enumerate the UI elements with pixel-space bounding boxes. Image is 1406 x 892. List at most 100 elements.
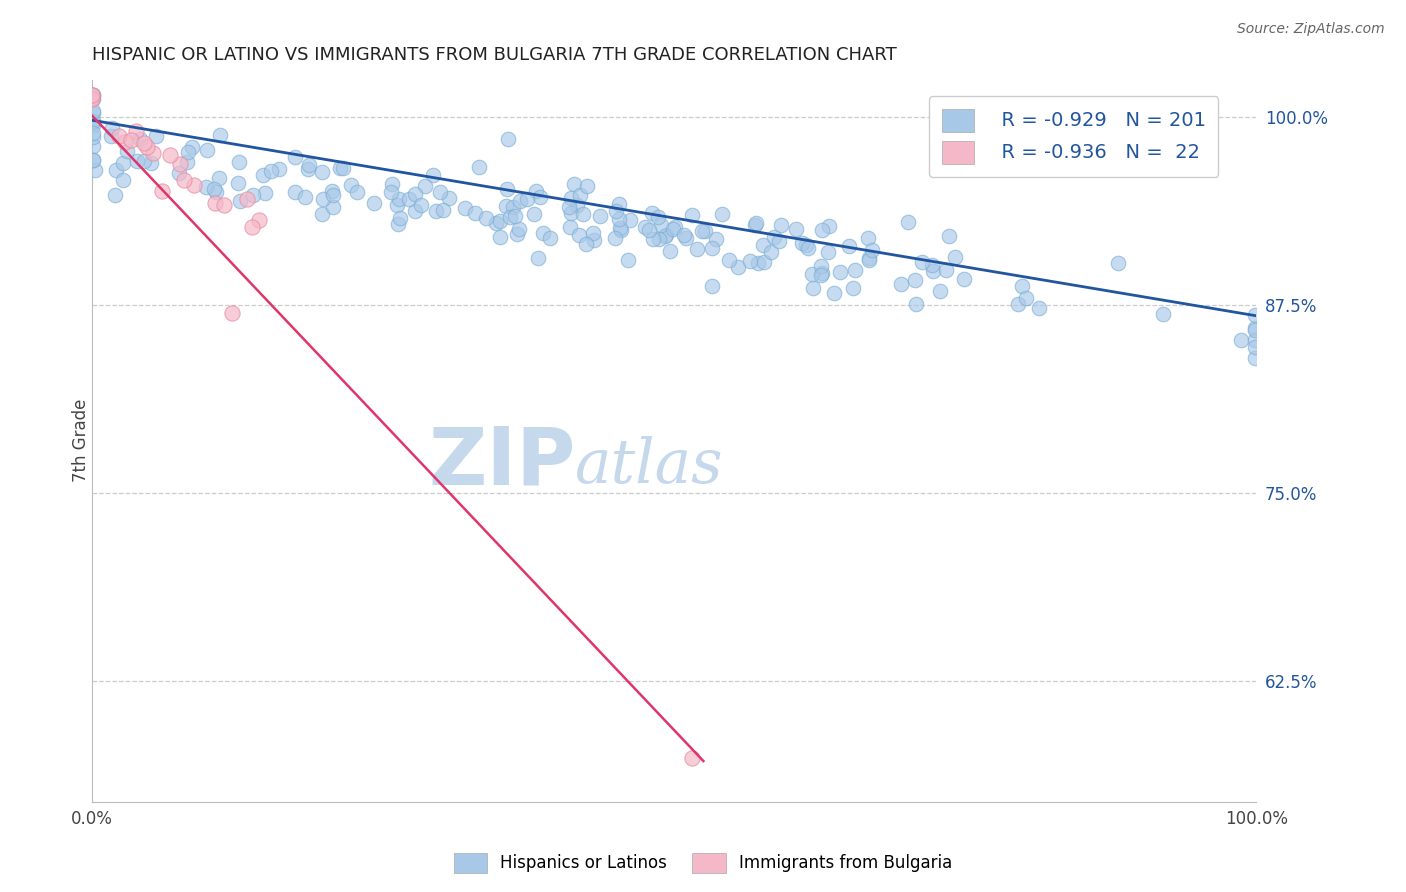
- Point: [529, 190, 551, 204]
- Point: [693, 224, 716, 238]
- Point: [856, 230, 879, 244]
- Point: [145, 129, 167, 144]
- Point: [229, 194, 252, 208]
- Point: [82, 92, 104, 106]
- Point: [194, 179, 217, 194]
- Point: [346, 186, 368, 200]
- Point: [531, 227, 554, 241]
- Point: [205, 185, 228, 199]
- Point: [284, 150, 307, 164]
- Point: [488, 214, 510, 228]
- Point: [567, 197, 589, 211]
- Legend: Hispanics or Latinos, Immigrants from Bulgaria: Hispanics or Latinos, Immigrants from Bu…: [447, 847, 959, 880]
- Point: [132, 136, 155, 150]
- Point: [647, 210, 669, 224]
- Point: [811, 222, 834, 236]
- Point: [195, 143, 218, 157]
- Point: [562, 177, 585, 191]
- Point: [1244, 351, 1267, 366]
- Point: [794, 237, 817, 252]
- Point: [332, 161, 354, 175]
- Point: [568, 227, 591, 242]
- Point: [475, 211, 498, 225]
- Point: [811, 266, 834, 280]
- Point: [650, 219, 672, 233]
- Point: [943, 250, 966, 264]
- Point: [294, 190, 316, 204]
- Point: [558, 200, 581, 214]
- Point: [125, 124, 148, 138]
- Point: [1230, 333, 1253, 347]
- Point: [499, 210, 522, 224]
- Point: [817, 219, 839, 233]
- Point: [582, 233, 605, 247]
- Point: [139, 156, 162, 170]
- Point: [104, 188, 127, 202]
- Point: [1015, 291, 1038, 305]
- Point: [221, 306, 243, 320]
- Point: [759, 245, 782, 260]
- Point: [858, 251, 880, 265]
- Point: [527, 251, 550, 265]
- Point: [609, 221, 631, 235]
- Point: [658, 244, 681, 258]
- Point: [647, 231, 669, 245]
- Point: [616, 252, 638, 267]
- Point: [654, 227, 676, 242]
- Legend:   R = -0.929   N = 201,   R = -0.936   N =  22: R = -0.929 N = 201, R = -0.936 N = 22: [929, 96, 1218, 177]
- Point: [389, 211, 412, 225]
- Point: [717, 253, 740, 268]
- Point: [686, 242, 709, 256]
- Point: [509, 194, 531, 208]
- Point: [752, 237, 775, 252]
- Point: [704, 232, 727, 246]
- Point: [711, 206, 734, 220]
- Point: [82, 104, 104, 119]
- Point: [605, 204, 627, 219]
- Point: [754, 255, 776, 269]
- Point: [905, 297, 928, 311]
- Point: [603, 230, 626, 244]
- Point: [1244, 308, 1267, 322]
- Point: [284, 185, 307, 199]
- Point: [114, 135, 136, 149]
- Point: [208, 128, 231, 143]
- Point: [152, 184, 174, 198]
- Point: [641, 232, 664, 246]
- Point: [136, 140, 159, 154]
- Point: [82, 105, 104, 120]
- Point: [935, 263, 957, 277]
- Point: [844, 262, 866, 277]
- Point: [267, 162, 290, 177]
- Point: [1107, 256, 1129, 270]
- Point: [311, 165, 333, 179]
- Point: [768, 234, 790, 248]
- Point: [1244, 340, 1267, 354]
- Point: [253, 186, 276, 200]
- Point: [1007, 297, 1029, 311]
- Point: [226, 176, 249, 190]
- Point: [897, 215, 920, 229]
- Point: [1152, 307, 1174, 321]
- Point: [111, 173, 134, 187]
- Point: [485, 216, 508, 230]
- Point: [312, 192, 335, 206]
- Point: [425, 204, 447, 219]
- Point: [634, 220, 657, 235]
- Point: [311, 207, 333, 221]
- Point: [82, 87, 104, 102]
- Point: [82, 114, 104, 128]
- Point: [747, 256, 769, 270]
- Point: [505, 210, 527, 224]
- Point: [526, 184, 548, 198]
- Point: [432, 202, 454, 217]
- Point: [762, 230, 785, 244]
- Point: [921, 258, 943, 272]
- Point: [538, 231, 561, 245]
- Point: [838, 238, 860, 252]
- Point: [422, 168, 444, 182]
- Point: [842, 281, 865, 295]
- Point: [404, 204, 426, 219]
- Point: [82, 91, 104, 105]
- Point: [800, 267, 823, 281]
